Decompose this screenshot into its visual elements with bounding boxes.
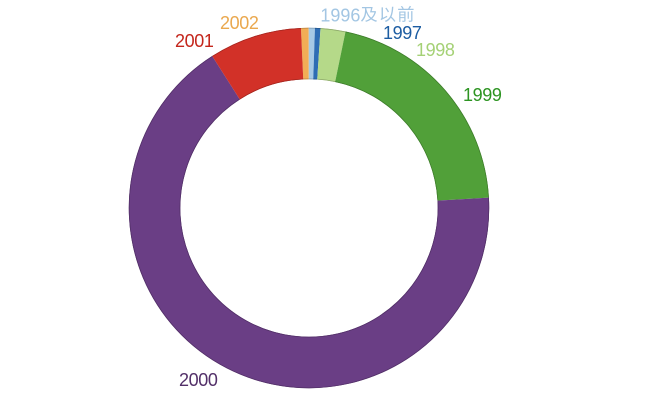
- svg-text:1996: 1996: [320, 5, 360, 25]
